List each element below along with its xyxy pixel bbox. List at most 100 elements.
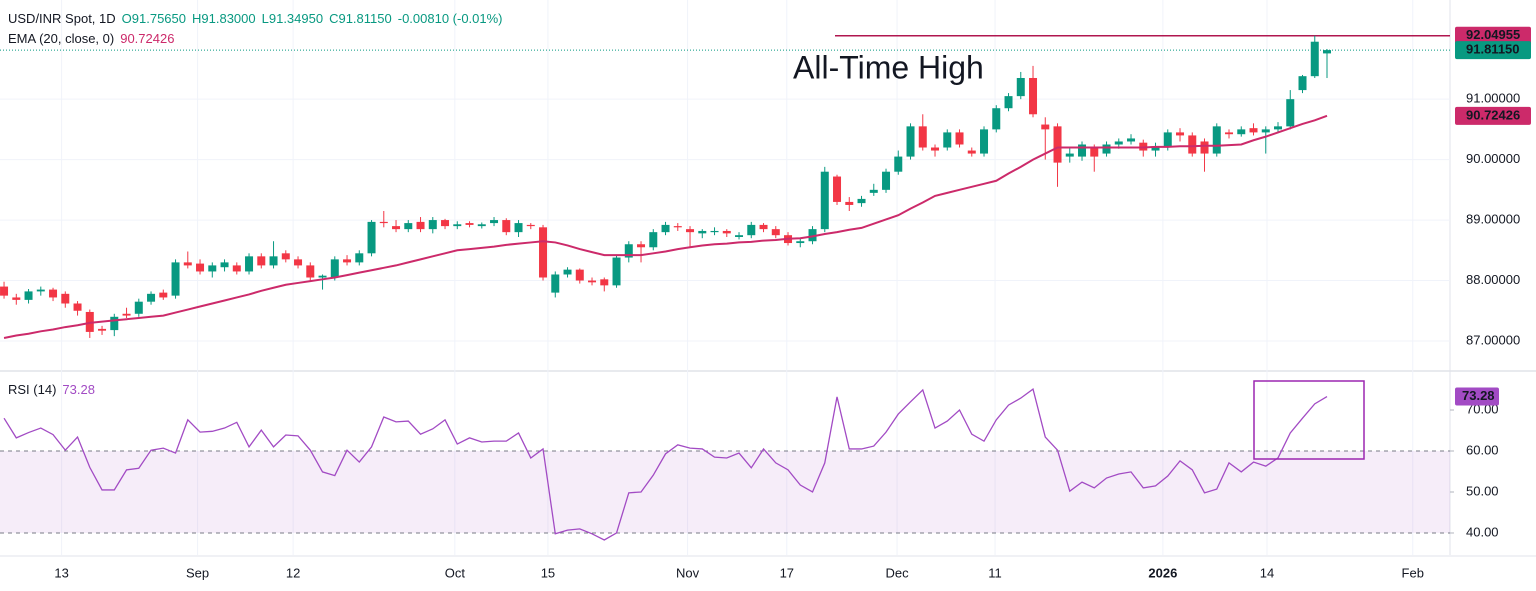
x-tick-label: 12	[286, 565, 300, 580]
candle-body	[735, 235, 744, 237]
candle-body	[1286, 99, 1295, 127]
candle-body	[147, 293, 156, 302]
candle-body	[183, 262, 192, 266]
candle-body	[1041, 124, 1050, 130]
candle-body	[1323, 50, 1332, 54]
x-tick-label: Sep	[186, 565, 209, 580]
candle-body	[698, 230, 707, 234]
candle-body	[1212, 126, 1221, 154]
candle-body	[722, 230, 731, 234]
candle-body	[1225, 132, 1234, 135]
y-tick-label: 60.00	[1466, 442, 1499, 457]
ema-value: 90.72426	[120, 31, 175, 46]
y-tick-label: 90.00000	[1466, 151, 1520, 166]
rsi-tag-label: 73.28	[1462, 388, 1495, 403]
candle-body	[747, 224, 756, 236]
candle-body	[1065, 153, 1074, 157]
price-tag-label: 92.04955	[1466, 27, 1520, 42]
candle-body	[159, 292, 168, 298]
candle-body	[24, 291, 33, 300]
candle-body	[110, 316, 119, 331]
candle-body	[1249, 128, 1258, 133]
candle-body	[869, 189, 878, 193]
candle-body	[857, 198, 866, 204]
candle-body	[477, 224, 486, 227]
candle-body	[134, 301, 143, 314]
candle-body	[539, 227, 548, 278]
candle-body	[1114, 141, 1123, 145]
x-tick-label: 14	[1260, 565, 1274, 580]
candle-body	[967, 150, 976, 154]
symbol: USD/INR Spot, 1D	[8, 11, 116, 26]
price-tag-label: 90.72426	[1466, 107, 1520, 122]
candle-body	[1090, 147, 1099, 157]
y-tick-label: 87.00000	[1466, 332, 1520, 347]
y-tick-label: 50.00	[1466, 483, 1499, 498]
candle-body	[1163, 132, 1172, 147]
candle-body	[1078, 144, 1087, 157]
candle-body	[232, 265, 241, 272]
candle-body	[1261, 129, 1270, 133]
candle-body	[563, 269, 572, 275]
candle-body	[588, 280, 597, 283]
candle-body	[122, 313, 131, 316]
candle-body	[416, 221, 425, 230]
candle-body	[294, 259, 303, 266]
candle-body	[269, 256, 278, 266]
rsi-value: 73.28	[62, 382, 95, 397]
x-tick-label: Dec	[885, 565, 909, 580]
candle-body	[796, 241, 805, 244]
candle-body	[514, 223, 523, 233]
candle-body	[392, 226, 401, 230]
candle-body	[1237, 129, 1246, 135]
candle-body	[624, 244, 633, 258]
x-tick-label: 2026	[1148, 565, 1177, 580]
candle-body	[36, 289, 45, 292]
candle-body	[808, 229, 817, 242]
candle-body	[257, 256, 266, 266]
candle-body	[404, 223, 413, 230]
candle-body	[943, 132, 952, 148]
candle-body	[441, 220, 450, 227]
candle-body	[931, 147, 940, 151]
price-tag	[1455, 41, 1531, 60]
candle-body	[1053, 126, 1062, 163]
candle-body	[49, 289, 58, 298]
candle-body	[980, 129, 989, 154]
candle-body	[0, 286, 9, 296]
x-tick-label: 11	[988, 565, 1002, 580]
candle-body	[955, 132, 964, 145]
candle-body	[330, 259, 339, 278]
candle-body	[502, 220, 511, 233]
annotation: All-Time High	[793, 49, 984, 85]
price-tag	[1455, 26, 1531, 45]
x-tick-label: Nov	[676, 565, 700, 580]
price-tag-label: 91.81150	[1466, 42, 1520, 57]
y-tick-label: 88.00000	[1466, 272, 1520, 287]
rsi-band	[0, 450, 1450, 533]
y-tick-label: 89.00000	[1466, 212, 1520, 227]
candle-body	[196, 263, 205, 272]
candle-body	[612, 257, 621, 286]
candle-body	[1127, 138, 1136, 142]
candle-body	[428, 220, 437, 230]
candle-body	[649, 232, 658, 248]
low: L91.34950	[261, 11, 324, 26]
candle-body	[759, 224, 768, 230]
ema-line	[3, 114, 1328, 339]
candle-body	[453, 224, 462, 227]
candle-body	[171, 262, 180, 296]
candle-body	[673, 226, 682, 228]
ema-name: EMA (20, close, 0)	[8, 31, 115, 46]
close: C91.81150	[329, 11, 392, 26]
candle-body	[1274, 126, 1283, 130]
candle-body	[1310, 41, 1319, 77]
candle-body	[882, 171, 891, 190]
candle-body	[710, 230, 719, 233]
candle-body	[661, 224, 670, 233]
candle-body	[12, 297, 21, 300]
candle-body	[1029, 77, 1038, 115]
candle-body	[918, 126, 927, 148]
candle-body	[1188, 135, 1197, 154]
